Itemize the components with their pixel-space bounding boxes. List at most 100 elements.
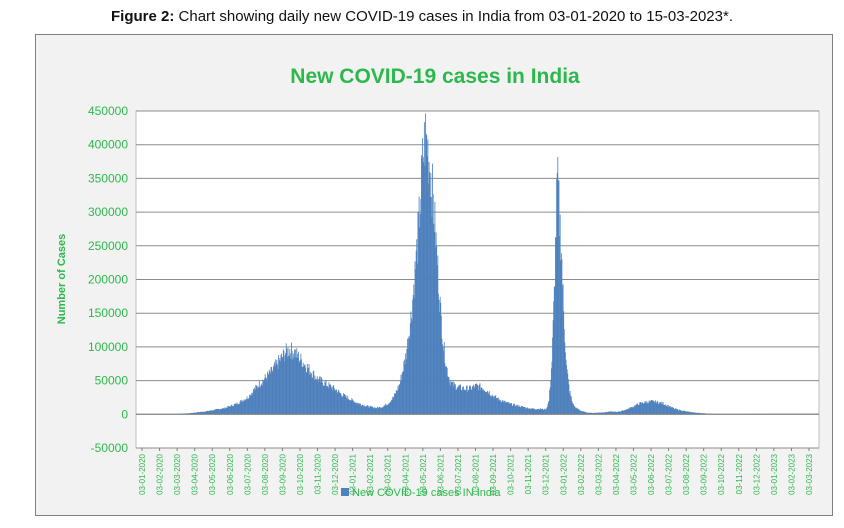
- series-bar: [680, 410, 682, 415]
- series-bar: [255, 384, 257, 415]
- series-bar: [268, 374, 270, 415]
- series-bar: [322, 386, 324, 415]
- x-tick-label: 03-07-2021: [454, 453, 463, 494]
- series-bar: [217, 409, 219, 415]
- series-bar: [421, 158, 423, 415]
- x-tick-label: 03-05-2022: [630, 453, 639, 494]
- series-bar: [541, 408, 543, 415]
- series-bar: [471, 386, 473, 415]
- series-bar: [445, 366, 446, 415]
- series-bar: [380, 407, 382, 415]
- series-bar: [233, 405, 234, 415]
- series-bar: [235, 403, 237, 415]
- series-bar: [611, 411, 613, 415]
- series-bar: [372, 406, 374, 415]
- series-bar: [381, 407, 383, 415]
- legend-label: New COVID-19 cases IN India: [352, 487, 501, 499]
- series-bar: [413, 284, 415, 415]
- series-bar: [337, 389, 339, 415]
- series-bar: [342, 395, 344, 415]
- series-bar: [274, 366, 276, 415]
- series-bar: [595, 412, 597, 415]
- series-bar: [567, 373, 569, 415]
- series-bar: [288, 355, 290, 415]
- series-bar: [264, 378, 266, 415]
- series-bar: [416, 263, 418, 415]
- series-bar: [598, 412, 600, 415]
- series-bar: [628, 407, 630, 415]
- series-bar: [255, 385, 257, 415]
- series-bar: [422, 138, 424, 415]
- series-bar: [353, 402, 355, 415]
- series-bar: [504, 401, 505, 415]
- series-bar: [433, 231, 435, 415]
- y-tick-label: 250000: [88, 239, 128, 253]
- series-bar: [642, 403, 644, 415]
- x-tick-label: 03-12-2020: [331, 453, 340, 494]
- series-bar: [286, 348, 288, 415]
- series-bar: [635, 405, 637, 415]
- series-bar: [481, 388, 483, 415]
- series-bar: [362, 405, 364, 415]
- series-bar: [192, 412, 194, 415]
- series-bar: [410, 311, 412, 415]
- series-bar: [507, 402, 508, 415]
- x-tick-label: 03-07-2022: [665, 453, 674, 494]
- series-bar: [704, 413, 706, 415]
- series-bar: [243, 399, 245, 415]
- series-bar: [470, 386, 472, 415]
- series-bar: [216, 408, 218, 415]
- y-tick-label: 50000: [95, 374, 129, 388]
- series-bar: [585, 412, 587, 415]
- series-bar: [333, 385, 335, 415]
- series-bar: [522, 406, 524, 415]
- series-bar: [545, 409, 546, 415]
- series-bar: [243, 400, 244, 415]
- series-bar: [629, 407, 631, 415]
- series-bar: [668, 405, 669, 415]
- series-bar: [305, 372, 307, 415]
- series-bar: [229, 406, 231, 415]
- series-bar: [549, 387, 551, 415]
- series-bar: [699, 413, 701, 415]
- series-bar: [542, 409, 544, 415]
- series-bar: [276, 359, 278, 415]
- series-bar: [382, 406, 384, 415]
- series-bar: [214, 409, 216, 415]
- series-bar: [560, 260, 562, 415]
- series-bar: [694, 412, 696, 415]
- series-bar: [290, 358, 292, 415]
- series-bar: [446, 368, 448, 415]
- series-bar: [561, 259, 563, 415]
- x-tick-label: 03-08-2021: [472, 453, 481, 494]
- series-bar: [623, 410, 625, 415]
- series-bar: [501, 400, 503, 415]
- series-bar: [597, 412, 599, 415]
- series-bar: [371, 407, 373, 415]
- series-bar: [456, 389, 457, 415]
- series-bar: [518, 406, 520, 415]
- series-bar: [368, 407, 370, 415]
- series-bar: [597, 412, 599, 415]
- series-bar: [397, 390, 398, 415]
- series-bar: [347, 398, 349, 415]
- series-bar: [189, 413, 191, 415]
- series-bar: [467, 392, 469, 415]
- series-bar: [389, 402, 391, 415]
- series-bar: [206, 410, 208, 415]
- series-bar: [248, 398, 250, 415]
- series-bar: [508, 403, 510, 415]
- series-bar: [216, 408, 218, 415]
- series-bar: [257, 386, 259, 415]
- series-bar: [486, 391, 488, 415]
- series-bar: [580, 410, 582, 415]
- series-bar: [507, 401, 509, 415]
- series-bar: [581, 411, 583, 415]
- series-bar: [224, 408, 226, 415]
- x-tick-label: 03-08-2022: [682, 453, 691, 494]
- series-bar: [467, 390, 469, 415]
- series-bar: [605, 412, 607, 415]
- series-bar: [685, 411, 687, 415]
- series-bar: [446, 366, 448, 415]
- series-bar: [498, 397, 500, 415]
